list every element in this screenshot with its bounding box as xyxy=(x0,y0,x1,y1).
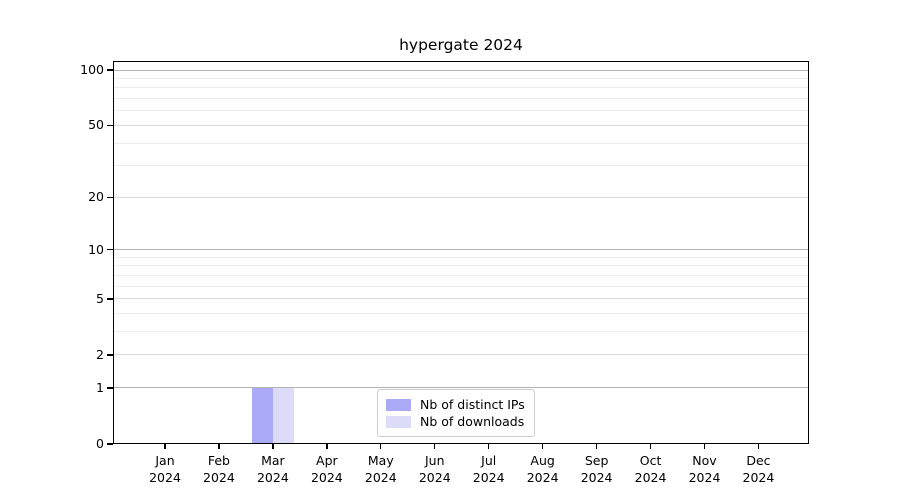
month-label: Jun xyxy=(424,453,445,468)
x-tick-mark xyxy=(272,444,274,449)
y-minor-gridline xyxy=(114,165,808,167)
year-label: 2024 xyxy=(310,469,343,485)
legend-item: Nb of distinct IPs xyxy=(386,396,525,413)
y-minor-gridline xyxy=(114,142,808,144)
y-minor-gridline xyxy=(114,285,808,287)
year-label: 2024 xyxy=(634,469,667,485)
x-tick-mark xyxy=(703,444,706,449)
y-tick-label: 10 xyxy=(88,241,104,257)
y-gridline xyxy=(114,354,808,356)
x-tick-label: Jun 2024 xyxy=(405,453,465,486)
legend-label: Nb of distinct IPs xyxy=(420,397,525,412)
year-label: 2024 xyxy=(688,469,721,485)
y-gridline xyxy=(114,387,808,389)
legend-swatch-icon xyxy=(386,398,411,411)
y-minor-gridline xyxy=(114,110,808,112)
x-tick-label: Apr 2024 xyxy=(297,453,357,486)
y-gridline xyxy=(114,124,808,126)
year-label: 2024 xyxy=(418,469,451,485)
month-label: May xyxy=(367,453,394,468)
y-minor-gridline xyxy=(114,313,808,315)
month-label: Feb xyxy=(207,453,230,468)
bar-nb-of-downloads xyxy=(272,387,294,444)
legend-item: Nb of downloads xyxy=(386,413,525,430)
x-tick-label: Aug 2024 xyxy=(513,453,573,486)
y-tick-mark xyxy=(107,354,113,356)
y-tick-mark xyxy=(107,249,113,251)
y-tick-mark xyxy=(107,298,113,300)
y-minor-gridline xyxy=(114,87,808,89)
y-tick-mark xyxy=(107,443,113,445)
month-label: Oct xyxy=(639,453,662,468)
x-tick-mark xyxy=(434,444,436,449)
month-label: Jan xyxy=(155,453,175,468)
x-tick-label: Jul 2024 xyxy=(459,453,519,486)
y-minor-gridline xyxy=(114,256,808,258)
y-tick-label: 50 xyxy=(88,117,104,133)
y-tick-label: 1 xyxy=(96,379,104,395)
y-tick-label: 0 xyxy=(96,436,104,451)
x-tick-label: Nov 2024 xyxy=(675,453,735,486)
y-minor-gridline xyxy=(114,331,808,333)
legend: Nb of distinct IPs Nb of downloads xyxy=(377,389,535,437)
x-tick-mark xyxy=(649,444,652,449)
month-label: Sep xyxy=(584,453,609,468)
month-label: Aug xyxy=(530,453,555,468)
y-tick-mark xyxy=(107,69,113,71)
x-tick-mark xyxy=(757,444,760,449)
x-tick-label: Feb 2024 xyxy=(189,453,249,486)
y-tick-mark xyxy=(107,387,113,389)
legend-swatch-icon xyxy=(386,415,411,428)
y-gridline xyxy=(114,196,808,198)
y-tick-label: 5 xyxy=(96,290,104,306)
year-label: 2024 xyxy=(580,469,613,485)
x-tick-mark xyxy=(595,444,598,449)
x-tick-mark xyxy=(326,444,328,449)
y-tick-label: 100 xyxy=(80,62,104,78)
y-tick-label: 20 xyxy=(88,189,104,205)
y-tick-label: 2 xyxy=(96,346,104,362)
y-gridline xyxy=(114,69,808,71)
month-label: Nov xyxy=(692,453,717,468)
chart-title: hypergate 2024 xyxy=(399,36,523,54)
x-tick-label: May 2024 xyxy=(351,453,411,486)
year-label: 2024 xyxy=(256,469,289,485)
y-minor-gridline xyxy=(114,275,808,277)
x-tick-label: Jan 2024 xyxy=(135,453,195,486)
x-tick-mark xyxy=(380,444,382,449)
x-tick-label: Mar 2024 xyxy=(243,453,303,486)
y-gridline xyxy=(114,298,808,300)
x-tick-label: Oct 2024 xyxy=(621,453,681,486)
year-label: 2024 xyxy=(149,469,181,485)
x-tick-mark xyxy=(218,444,220,449)
year-label: 2024 xyxy=(526,469,559,485)
year-label: 2024 xyxy=(742,469,775,485)
month-label: Dec xyxy=(746,453,771,468)
x-tick-mark xyxy=(488,444,490,449)
y-minor-gridline xyxy=(114,78,808,80)
year-label: 2024 xyxy=(364,469,397,485)
legend-label: Nb of downloads xyxy=(420,414,525,429)
x-tick-label: Dec 2024 xyxy=(728,453,788,486)
y-tick-mark xyxy=(107,196,113,199)
year-label: 2024 xyxy=(203,469,235,485)
y-minor-gridline xyxy=(114,98,808,100)
month-label: Mar xyxy=(261,453,285,468)
y-gridline xyxy=(114,249,808,251)
bar-nb-of-distinct-ips xyxy=(251,387,273,444)
y-minor-gridline xyxy=(114,265,808,267)
month-label: Apr xyxy=(316,453,338,468)
month-label: Jul xyxy=(481,453,497,468)
x-tick-label: Sep 2024 xyxy=(567,453,627,486)
x-tick-mark xyxy=(164,444,166,449)
year-label: 2024 xyxy=(472,469,505,485)
y-tick-mark xyxy=(107,124,113,127)
x-tick-mark xyxy=(541,444,544,449)
